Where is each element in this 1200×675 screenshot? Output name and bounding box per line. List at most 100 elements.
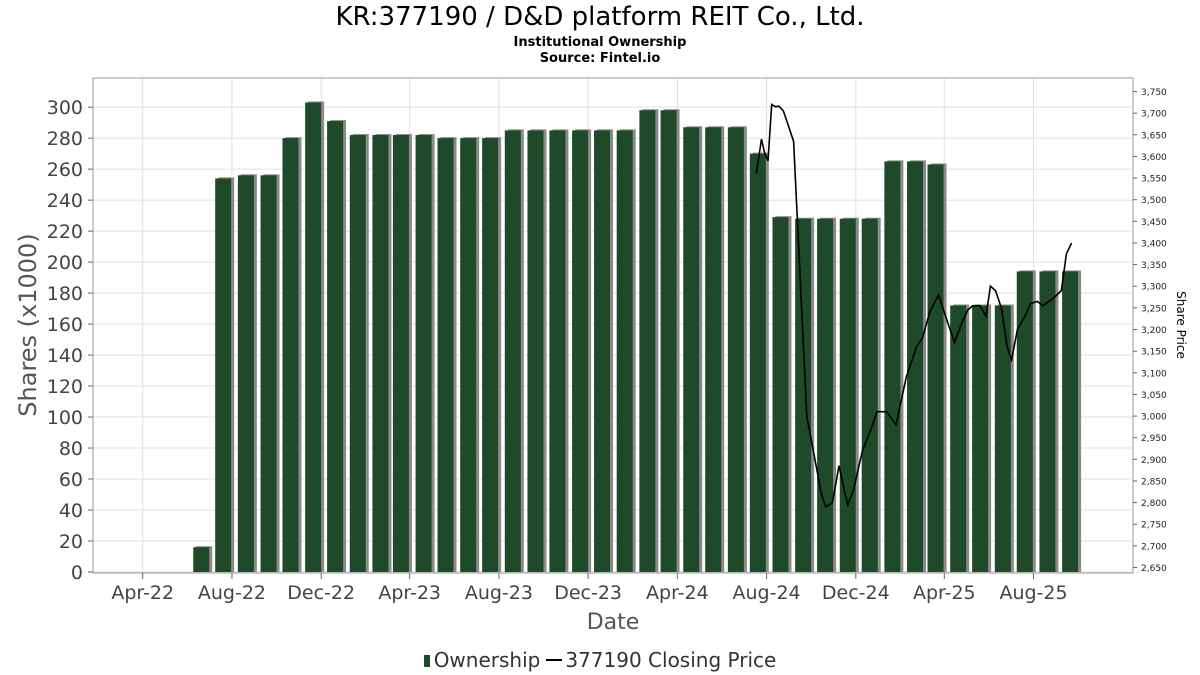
- ownership-bar: [861, 218, 878, 573]
- ownership-bar: [639, 110, 656, 573]
- x-tick-label: Dec-22: [287, 582, 355, 604]
- ownership-bar: [994, 305, 1011, 572]
- ownership-bar: [616, 130, 633, 572]
- ownership-bar: [237, 175, 254, 572]
- y-axis-right: 2,650 2,700 2,750 2,800 2,850 2,900 2,950 3,000…: [1133, 88, 1167, 574]
- y2-tick-label: 3,600: [1141, 153, 1167, 163]
- y-tick-label: 280: [47, 128, 83, 150]
- y2-tick-label: 3,400: [1141, 239, 1167, 249]
- y2-tick-label: 3,650: [1141, 131, 1167, 141]
- ownership-bar: [660, 110, 677, 573]
- ownership-bar: [817, 218, 834, 573]
- y2-tick-label: 2,750: [1141, 521, 1167, 531]
- chart-source: Source: Fintel.io: [539, 51, 661, 66]
- x-tick-label: Apr-22: [111, 582, 174, 604]
- ownership-bar: [705, 127, 722, 572]
- y-tick-label: 60: [59, 469, 83, 491]
- ownership-bar: [1062, 271, 1079, 572]
- x-tick-label: Apr-24: [646, 582, 709, 604]
- x-tick-label: Aug-25: [999, 582, 1067, 604]
- legend-ownership-swatch: [423, 655, 430, 667]
- y-tick-label: 100: [47, 407, 83, 429]
- x-tick-label: Apr-23: [378, 582, 441, 604]
- ownership-bar: [215, 178, 232, 572]
- ownership-bar: [594, 130, 611, 572]
- y-tick-label: 140: [47, 345, 83, 367]
- legend-price-label: 377190 Closing Price: [565, 648, 777, 672]
- y-tick-label: 0: [71, 562, 83, 584]
- ownership-bar: [327, 121, 344, 573]
- ownership-bar: [1016, 271, 1033, 572]
- y-tick-label: 180: [47, 283, 83, 305]
- legend-price-swatch: [546, 659, 563, 661]
- y2-tick-label: 3,450: [1141, 218, 1167, 228]
- ownership-bar: [392, 135, 409, 572]
- ownership-bar: [772, 217, 789, 573]
- x-tick-label: Dec-23: [554, 582, 622, 604]
- ownership-bar: [260, 175, 277, 572]
- y2-tick-label: 3,200: [1141, 326, 1167, 336]
- y-tick-label: 240: [47, 190, 83, 212]
- y-axis-left: 0 20 40 60 80 100 120 140 160 180 200 220 240 260 280 3…: [47, 97, 93, 584]
- ownership-bar: [460, 138, 477, 572]
- y2-tick-label: 3,700: [1141, 110, 1167, 120]
- ownership-bar: [839, 218, 856, 573]
- y-tick-label: 160: [47, 314, 83, 336]
- x-axis: Apr-22 Aug-22 Dec-22 Apr-23 Aug-23 Dec-23 Apr-…: [111, 573, 1068, 604]
- x-tick-label: Aug-24: [733, 582, 801, 604]
- y-tick-label: 20: [59, 531, 83, 553]
- y-tick-label: 40: [59, 500, 83, 522]
- y2-tick-label: 3,100: [1141, 369, 1167, 379]
- y-axis-title: Shares (x1000): [14, 233, 42, 416]
- ownership-bar: [349, 135, 366, 572]
- y2-tick-label: 3,000: [1141, 413, 1167, 423]
- ownership-bar: [437, 138, 454, 572]
- y2-tick-label: 2,650: [1141, 564, 1167, 574]
- ownership-bar: [415, 135, 432, 572]
- x-tick-label: Aug-23: [465, 582, 533, 604]
- x-tick-label: Dec-24: [822, 582, 890, 604]
- ownership-bar: [305, 102, 322, 573]
- y2-tick-label: 2,800: [1141, 499, 1167, 509]
- y2-tick-label: 3,150: [1141, 348, 1167, 358]
- x-tick-label: Aug-22: [198, 582, 266, 604]
- legend-ownership-label: Ownership: [433, 648, 541, 672]
- y2-tick-label: 3,300: [1141, 283, 1167, 293]
- y2-tick-label: 3,750: [1141, 88, 1167, 98]
- y2-tick-label: 2,950: [1141, 434, 1167, 444]
- y-tick-label: 260: [47, 159, 83, 181]
- x-tick-label: Apr-25: [913, 582, 976, 604]
- ownership-bar: [527, 130, 544, 572]
- y2-tick-label: 3,050: [1141, 391, 1167, 401]
- y-tick-label: 220: [47, 221, 83, 243]
- y2-tick-label: 3,550: [1141, 175, 1167, 185]
- y-tick-label: 300: [47, 97, 83, 119]
- y2-tick-label: 3,250: [1141, 304, 1167, 314]
- ownership-bar: [972, 305, 989, 572]
- y2-tick-label: 3,350: [1141, 261, 1167, 271]
- y2-tick-label: 2,700: [1141, 542, 1167, 552]
- ownership-bar: [683, 127, 700, 572]
- closing-price-line: [755, 103, 1073, 509]
- ownership-bar: [907, 161, 924, 572]
- ownership-bar: [749, 153, 766, 572]
- ownership-bar: [884, 161, 901, 572]
- ownership-bar: [372, 135, 389, 572]
- ownership-bars: [193, 101, 1082, 573]
- x-axis-title: Date: [587, 610, 640, 635]
- y2-axis-title: Share Price: [1174, 291, 1188, 359]
- ownership-bar: [795, 218, 812, 573]
- plot-area: [92, 77, 1134, 574]
- ownership-bar: [727, 127, 744, 572]
- y-tick-label: 80: [59, 438, 83, 460]
- ownership-bar: [482, 138, 499, 572]
- chart-title: KR:377190 / D&D platform REIT Co., Ltd.: [335, 2, 865, 32]
- y-tick-label: 200: [47, 252, 83, 274]
- ownership-bar: [549, 130, 566, 572]
- ownership-bar: [282, 138, 299, 572]
- chart-subtitle: Institutional Ownership: [513, 35, 687, 50]
- y2-tick-label: 2,850: [1141, 477, 1167, 487]
- y2-tick-label: 3,500: [1141, 196, 1167, 206]
- legend: Ownership 377190 Closing Price: [0, 648, 1200, 672]
